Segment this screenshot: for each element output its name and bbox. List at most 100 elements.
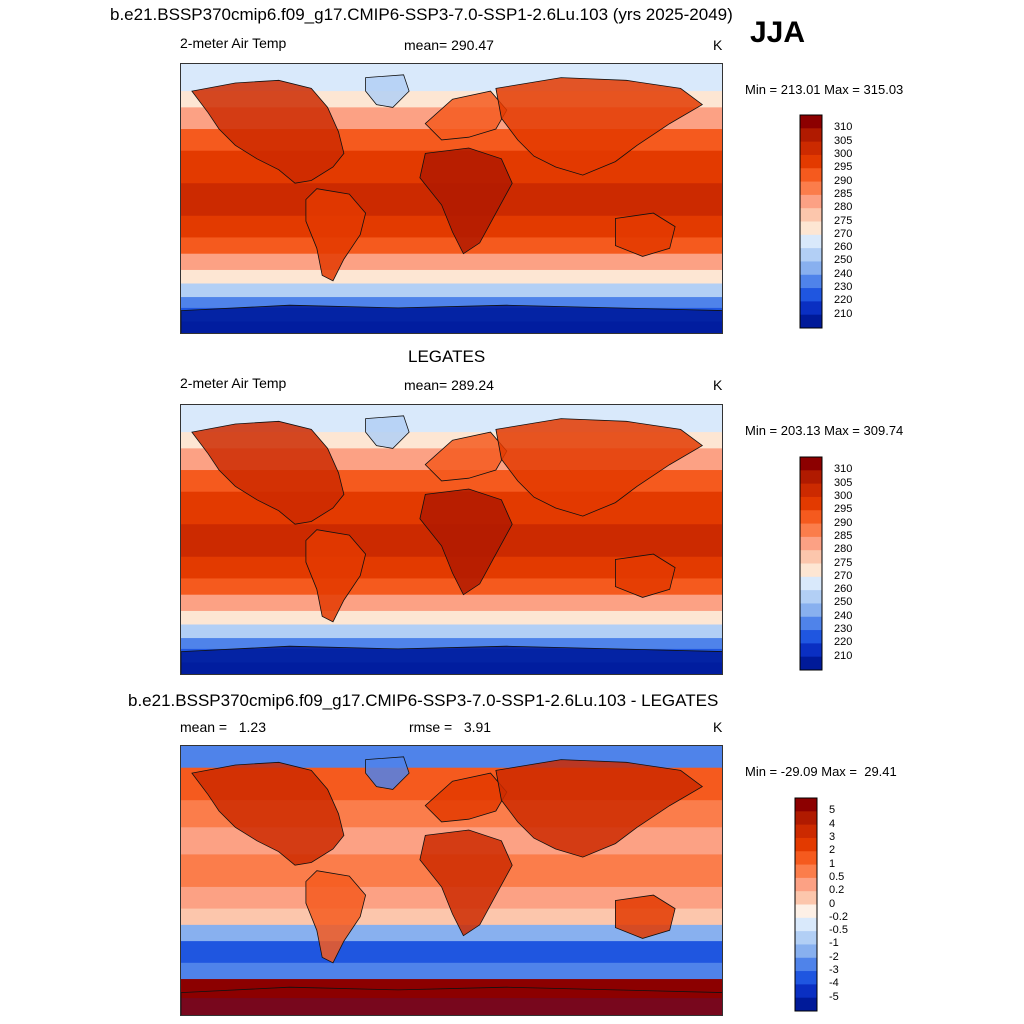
panel-diff-map	[180, 745, 723, 1016]
panel-obs-mean-label: mean= 289.24	[404, 377, 494, 393]
colorbar-swatch	[800, 208, 822, 222]
map-field-band	[181, 297, 722, 309]
colorbar-tick-label: 285	[834, 187, 853, 200]
colorbar-swatch	[795, 904, 817, 919]
colorbar-swatch	[800, 630, 822, 644]
colorbar-tick-label: 250	[834, 596, 853, 609]
colorbar-swatch	[800, 483, 822, 498]
panel-model-colorbar: 310 305 300 295 290 285 280 275 270 260 250 240 230 2…	[799, 114, 852, 329]
colorbar-tick-label: 280	[834, 543, 853, 556]
colorbar-swatch	[800, 576, 822, 591]
map-coastline	[365, 756, 410, 790]
colorbar-swatch	[800, 248, 822, 262]
colorbar-swatch	[800, 154, 822, 169]
colorbar-tick-label: 250	[834, 254, 853, 267]
panel-obs-minmax-label: Min = 203.13 Max = 309.74	[745, 423, 904, 438]
colorbar-tick-label: 4	[829, 817, 836, 830]
colorbar-swatch	[800, 288, 822, 302]
colorbar-tick-label: 300	[834, 147, 853, 160]
map-coastline	[495, 759, 704, 858]
panel-model-units-label: K	[713, 37, 723, 53]
panel-obs-title: LEGATES	[408, 347, 486, 366]
colorbar-swatch	[800, 261, 822, 276]
colorbar-tick-label: 240	[834, 609, 853, 622]
map-field-band	[181, 269, 722, 285]
panel-diff-title: b.e21.BSSP370cmip6.f09_g17.CMIP6-SSP3-7.…	[128, 691, 719, 710]
map-field-band	[181, 253, 722, 271]
map-coastline	[305, 188, 367, 282]
colorbar-tick-label: 210	[834, 649, 853, 662]
panel-diff-minmax-label: Min = -29.09 Max = 29.41	[745, 764, 897, 779]
panel-diff-rmse-label: rmse = 3.91	[409, 719, 492, 735]
map-coastline	[365, 415, 410, 449]
colorbar-swatch	[800, 234, 822, 249]
colorbar-tick-label: 305	[834, 134, 853, 147]
panel-diff-units-label: K	[713, 719, 723, 735]
colorbar-tick-label: 295	[834, 503, 853, 516]
colorbar-swatch	[800, 536, 822, 551]
colorbar-tick-label: -3	[829, 964, 839, 977]
colorbar-swatch	[800, 301, 822, 316]
map-field-band	[181, 638, 722, 650]
colorbar-tick-label: 1	[829, 857, 836, 870]
colorbar-tick-label: -4	[829, 977, 839, 990]
map-coastline	[305, 529, 367, 623]
colorbar-swatch	[800, 510, 822, 525]
map-coastline	[614, 212, 676, 257]
colorbar-swatch	[800, 523, 822, 538]
colorbar-tick-label: -0.2	[829, 910, 848, 923]
colorbar-tick-label: 290	[834, 516, 853, 529]
colorbar-tick-label: 230	[834, 623, 853, 636]
colorbar-tick-label: -5	[829, 990, 839, 1003]
colorbar-swatch	[795, 877, 817, 892]
map-coastline	[424, 772, 508, 823]
colorbar-tick-label: 270	[834, 569, 853, 582]
colorbar-swatch	[800, 181, 822, 196]
colorbar-swatch	[800, 470, 822, 485]
colorbar-swatch	[800, 643, 822, 658]
colorbar-tick-label: 275	[834, 214, 853, 227]
colorbar-swatch	[795, 864, 817, 879]
colorbar-tick-label: 240	[834, 267, 853, 280]
colorbar-tick-label: 270	[834, 227, 853, 240]
map-coastline	[305, 870, 367, 964]
map-coastline	[191, 79, 345, 184]
colorbar-tick-label: 310	[834, 121, 853, 134]
colorbar-swatch	[795, 957, 817, 972]
colorbar-swatch	[800, 656, 822, 671]
colorbar-tick-label: 5	[829, 804, 836, 817]
colorbar-tick-label: 290	[834, 174, 853, 187]
colorbar-tick-label: 220	[834, 636, 853, 649]
colorbar-swatch	[795, 944, 817, 959]
colorbar-swatch	[795, 997, 817, 1012]
map-coastline	[419, 829, 513, 937]
colorbar-swatch	[800, 128, 822, 143]
map-field-band	[181, 962, 722, 980]
colorbar-tick-label: 220	[834, 294, 853, 307]
colorbar-tick-label: 3	[829, 830, 836, 843]
colorbar-swatch	[800, 616, 822, 631]
panel-obs-map	[180, 404, 723, 675]
colorbar-swatch	[795, 837, 817, 852]
panel-diff-colorbar: 5 4 3 2 1 0.5 0.2 0 -0.2 -0.5 -1 -2 -3 -4 -5	[794, 797, 848, 1012]
panel-model-variable-label: 2-meter Air Temp	[180, 35, 287, 51]
colorbar-swatch	[800, 115, 822, 129]
panel-obs-colorbar: 310 305 300 295 290 285 280 275 270 260 250 240 230 2…	[799, 456, 852, 671]
colorbar-swatch	[800, 603, 822, 618]
map-coastline	[495, 77, 704, 176]
colorbar-tick-label: 210	[834, 307, 853, 320]
map-coastline	[495, 418, 704, 517]
map-field-band	[181, 594, 722, 612]
map-coastline	[181, 304, 722, 333]
colorbar-tick-label: -2	[829, 950, 839, 963]
map-coastline	[191, 420, 345, 525]
colorbar-tick-label: 0.5	[829, 870, 845, 883]
colorbar-swatch	[800, 221, 822, 236]
map-coastline	[419, 488, 513, 596]
season-label: JJA	[750, 16, 806, 49]
colorbar-tick-label: -1	[829, 937, 839, 950]
colorbar-swatch	[795, 891, 817, 905]
colorbar-swatch	[795, 931, 817, 945]
map-coastline	[614, 894, 676, 939]
panel-model-title: b.e21.BSSP370cmip6.f09_g17.CMIP6-SSP3-7.…	[110, 5, 733, 24]
